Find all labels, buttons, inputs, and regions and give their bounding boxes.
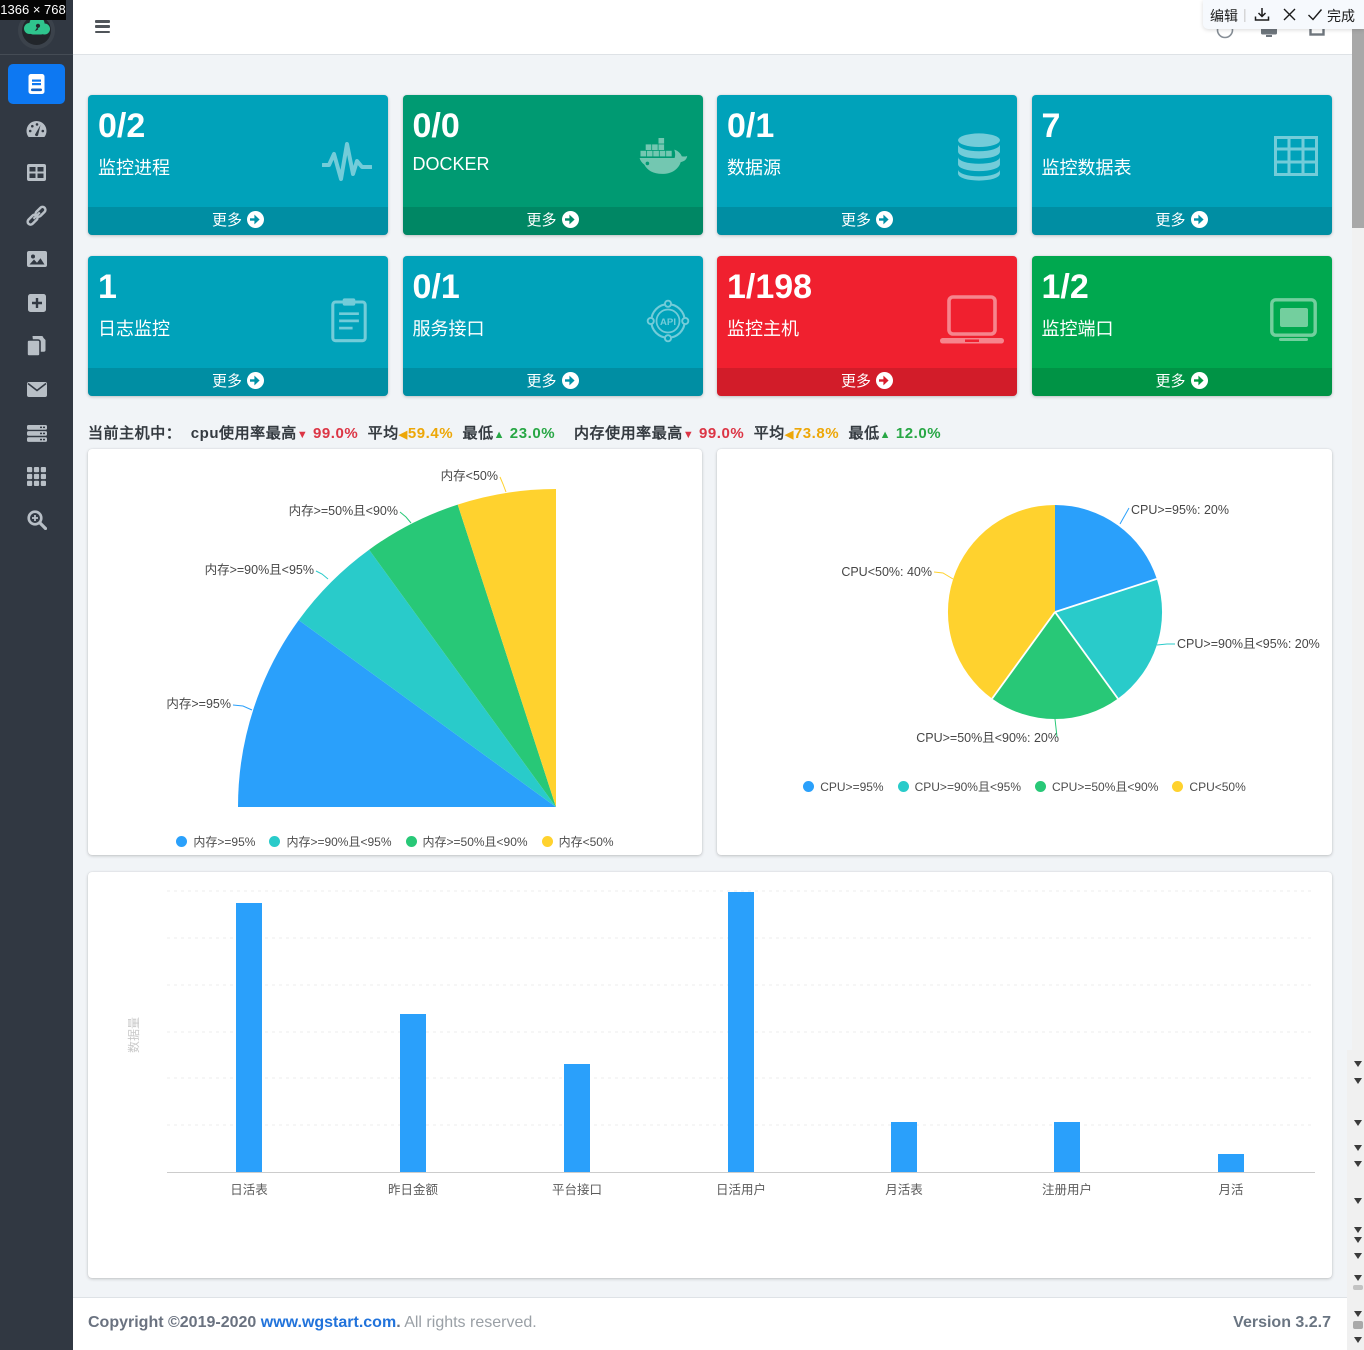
svg-text:月活: 月活 — [1218, 1183, 1243, 1197]
svg-text:内存>=95%: 内存>=95% — [166, 697, 231, 711]
svg-text:注册用户: 注册用户 — [1042, 1182, 1092, 1197]
svg-text:数据量: 数据量 — [126, 1017, 141, 1053]
svg-text:CPU>=95%: 20%: CPU>=95%: 20% — [1131, 503, 1229, 517]
svg-text:CPU>=50%且<90%: 20%: CPU>=50%且<90%: 20% — [916, 731, 1059, 745]
svg-text:CPU>=90%且<95%: 20%: CPU>=90%且<95%: 20% — [1177, 637, 1320, 651]
svg-text:API: API — [660, 317, 676, 328]
svg-text:内存<50%: 内存<50% — [441, 469, 498, 483]
svg-text:昨日金额: 昨日金额 — [388, 1182, 439, 1197]
svg-text:日活表: 日活表 — [230, 1183, 268, 1197]
svg-text:内存>=90%且<95%: 内存>=90%且<95% — [205, 563, 314, 577]
svg-text:月活表: 月活表 — [885, 1183, 923, 1197]
svg-text:日活用户: 日活用户 — [716, 1182, 766, 1197]
svg-text:内存>=50%且<90%: 内存>=50%且<90% — [289, 504, 398, 518]
svg-text:平台接口: 平台接口 — [552, 1182, 602, 1197]
svg-text:CPU<50%: 40%: CPU<50%: 40% — [841, 565, 932, 579]
